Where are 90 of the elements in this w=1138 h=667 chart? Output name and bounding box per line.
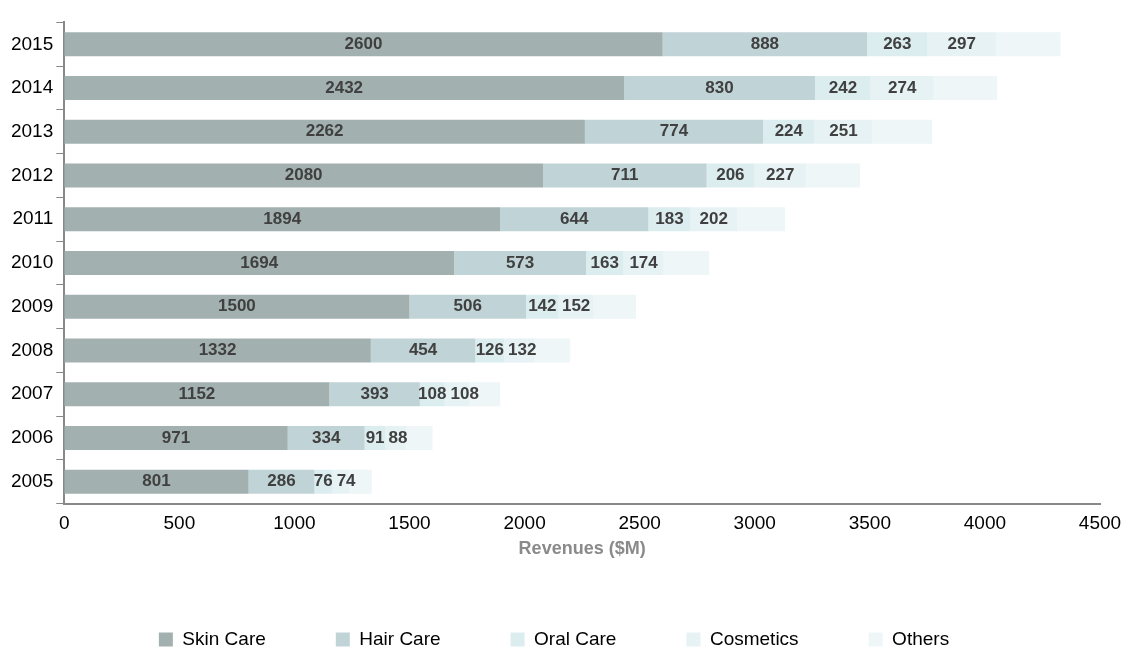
data-label: 334 — [312, 427, 341, 447]
x-tick-label: 2500 — [618, 512, 661, 534]
x-tick-label: 3500 — [848, 512, 891, 534]
y-tick-label: 2007 — [10, 382, 54, 404]
data-label: 774 — [659, 121, 689, 141]
data-label: 2432 — [325, 77, 364, 97]
data-label: 163 — [590, 252, 619, 272]
x-tick-label: 500 — [163, 512, 196, 534]
x-axis-title: Revenues ($M) — [518, 538, 646, 559]
data-label: 88 — [388, 427, 408, 447]
legend-label: Cosmetics — [709, 627, 799, 649]
data-label: 573 — [505, 252, 535, 272]
data-label: 274 — [888, 77, 918, 97]
bar — [64, 163, 544, 188]
bar — [64, 207, 501, 232]
x-tick-label: 0 — [58, 512, 70, 534]
data-label: 2080 — [284, 165, 323, 185]
x-tick-label: 2000 — [503, 512, 546, 534]
data-label: 971 — [161, 427, 191, 447]
data-label: 711 — [611, 165, 639, 185]
data-label: 206 — [716, 165, 745, 185]
y-tick-label: 2006 — [10, 426, 54, 448]
legend-label: Hair Care — [359, 627, 441, 649]
bar — [500, 207, 649, 232]
data-label: 152 — [561, 296, 591, 316]
x-tick-label: 3000 — [733, 512, 776, 534]
data-label: 126 — [475, 340, 505, 360]
data-label: 801 — [142, 471, 171, 491]
data-label: 286 — [267, 471, 296, 491]
data-label: 393 — [360, 383, 389, 403]
legend-label: Others — [892, 627, 950, 649]
y-tick-label: 2011 — [12, 207, 54, 229]
bar — [64, 294, 410, 319]
data-label: 183 — [655, 208, 684, 228]
data-label: 1332 — [198, 340, 237, 360]
y-tick-label: 2005 — [10, 469, 54, 491]
x-tick-label: 4000 — [963, 512, 1007, 534]
y-tick-label: 2014 — [10, 76, 54, 98]
data-label: 297 — [947, 33, 976, 53]
y-tick-label: 2008 — [10, 338, 54, 360]
data-label: 1152 — [178, 383, 216, 403]
bar — [64, 338, 371, 363]
bar — [64, 250, 455, 276]
y-tick-label: 2010 — [10, 251, 54, 273]
data-label: 644 — [560, 208, 590, 228]
data-label: 242 — [828, 77, 858, 97]
y-tick-label: 2009 — [10, 294, 54, 316]
data-label: 76 — [313, 471, 333, 491]
data-label: 74 — [336, 471, 357, 491]
bar — [662, 32, 868, 57]
data-label: 830 — [705, 77, 734, 97]
data-label: 1500 — [217, 296, 256, 316]
bar — [64, 75, 625, 101]
data-label: 2262 — [305, 121, 344, 141]
bar — [370, 338, 476, 363]
data-label: 2600 — [344, 33, 383, 53]
data-label: 506 — [453, 296, 482, 316]
data-label: 454 — [408, 340, 438, 360]
bar — [64, 32, 663, 57]
data-label: 1694 — [240, 252, 279, 272]
y-tick-label: 2013 — [10, 120, 54, 141]
bar — [409, 294, 526, 319]
y-tick-label: 2015 — [10, 32, 54, 54]
data-label: 132 — [508, 340, 537, 360]
data-label: 142 — [528, 296, 557, 316]
data-label: 263 — [883, 33, 912, 53]
data-label: 91 — [365, 427, 385, 447]
data-label: 888 — [750, 33, 780, 53]
bar — [454, 250, 587, 276]
bar — [64, 119, 585, 144]
bar — [64, 425, 288, 451]
bar — [64, 382, 330, 407]
x-tick-label: 1500 — [388, 512, 431, 534]
data-label: 251 — [829, 121, 858, 141]
data-label: 108 — [450, 383, 479, 403]
bar — [543, 163, 707, 188]
x-tick-label: 1000 — [273, 512, 316, 534]
x-tick-label: 4500 — [1078, 512, 1122, 534]
bar — [584, 119, 764, 144]
legend-label: Skin Care — [182, 627, 266, 649]
bar — [64, 469, 249, 494]
data-label: 227 — [766, 165, 795, 185]
data-label: 224 — [774, 121, 804, 141]
data-label: 202 — [699, 208, 728, 228]
data-label: 108 — [418, 383, 447, 403]
legend-label: Oral Care — [534, 627, 617, 649]
bar — [624, 75, 816, 101]
y-tick-label: 2012 — [10, 163, 54, 185]
data-label: 174 — [629, 252, 659, 272]
data-label: 1894 — [263, 208, 302, 228]
